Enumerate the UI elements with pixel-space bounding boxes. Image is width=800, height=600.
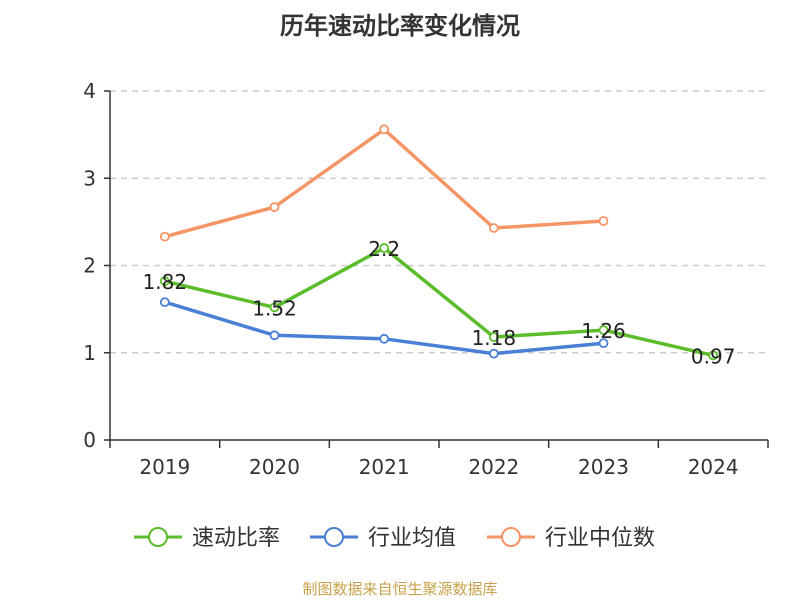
data-point: [488, 332, 499, 342]
data-point: [598, 338, 609, 349]
y-tick-label: 2: [83, 254, 96, 278]
series-line-1: [164, 246, 714, 358]
y-tick-label: 0: [83, 428, 96, 452]
data-source-note: 制图数据来自恒生聚源数据库: [302, 580, 498, 598]
legend-label: 行业中位数: [545, 526, 655, 551]
legend-marker: [148, 527, 168, 547]
y-tick-label: 1: [83, 341, 96, 365]
data-point: [488, 348, 499, 359]
data-point: [379, 333, 390, 344]
data-point: [598, 216, 609, 226]
data-point: [159, 297, 170, 308]
legend-marker: [324, 527, 344, 547]
data-label: 1.18: [472, 326, 517, 350]
data-point: [159, 276, 170, 287]
data-label: 0.97: [691, 344, 736, 368]
data-point: [159, 231, 170, 242]
legend-marker: [501, 527, 521, 547]
y-tick-label: 4: [83, 79, 96, 103]
x-tick-label: 2020: [249, 455, 300, 479]
series-line-3: [164, 127, 604, 239]
data-label: 1.26: [581, 319, 626, 343]
data-point: [598, 325, 609, 335]
data-point: [269, 202, 280, 212]
data-point: [269, 330, 280, 341]
data-point: [269, 302, 280, 313]
x-tick-label: 2022: [468, 455, 519, 479]
data-label: 2.2: [368, 237, 400, 261]
x-tick-label: 2019: [139, 455, 190, 479]
x-tick-label: 2023: [578, 455, 629, 479]
series-line-2: [164, 300, 604, 356]
x-tick-label: 2024: [688, 455, 739, 479]
data-point: [708, 350, 719, 361]
x-tick-label: 2021: [359, 455, 410, 479]
legend-label: 速动比率: [192, 526, 280, 551]
data-label: 1.52: [252, 296, 297, 320]
y-tick-label: 3: [83, 166, 96, 190]
data-label: 1.82: [143, 270, 188, 294]
data-point: [379, 243, 390, 253]
data-point: [488, 223, 499, 233]
data-point: [379, 124, 390, 135]
legend-label: 行业均值: [368, 526, 456, 551]
chart-title: 历年速动比率变化情况: [280, 12, 520, 40]
